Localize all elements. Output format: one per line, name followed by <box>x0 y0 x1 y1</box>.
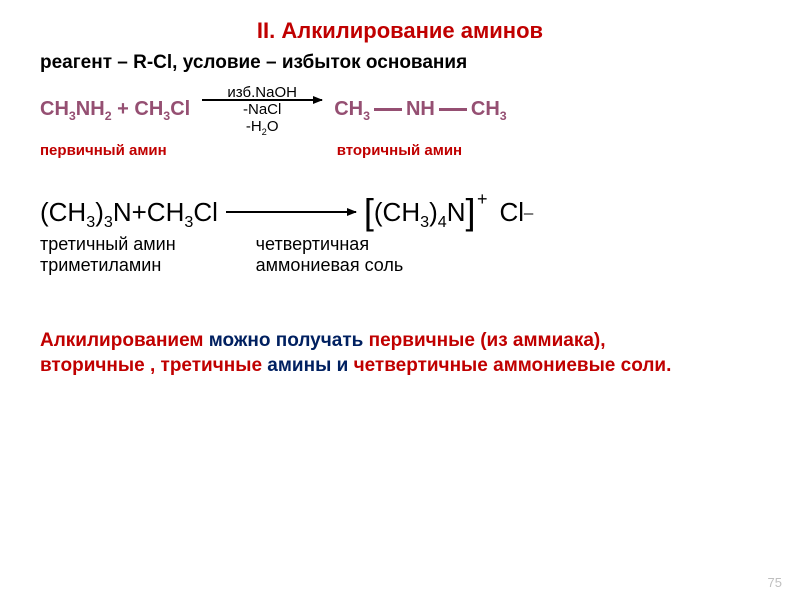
reaction-2-lhs: (CH3)3N+CH3Cl <box>40 197 218 228</box>
s: 3 <box>420 213 429 231</box>
page-number: 75 <box>768 575 782 590</box>
bond <box>439 108 467 111</box>
reaction-2-counterion: Cl_ <box>500 197 534 228</box>
txt: NH <box>406 98 435 121</box>
cond-bottom: -NaCl -H2O <box>243 101 281 136</box>
line: четвертичная <box>256 234 404 255</box>
txt: -H <box>246 118 262 135</box>
t: Cl <box>193 197 218 227</box>
t: (CH <box>374 197 420 227</box>
txt: CH3 <box>471 98 507 121</box>
bond <box>374 108 402 111</box>
bracket-left: [ <box>364 203 374 221</box>
hl: вторичные , третичные <box>40 355 262 376</box>
reaction-1-arrow: изб.NaOH -NaCl -H2O <box>202 84 322 136</box>
s: 3 <box>104 213 113 231</box>
label-tertiary-amine: третичный амин триметиламин <box>40 234 176 276</box>
label-quaternary-salt: четвертичная аммониевая соль <box>256 234 404 276</box>
txt: Cl <box>170 98 190 120</box>
slide-subtitle: реагент – R-Cl, условие – избыток основа… <box>40 52 760 74</box>
s: 4 <box>438 213 447 231</box>
t: ) <box>429 197 438 227</box>
t: N <box>447 197 466 227</box>
t: (CH <box>40 197 86 227</box>
bracket-content: (CH3)4N <box>374 197 466 228</box>
sub: 3 <box>500 109 507 123</box>
slide-title: II. Алкилирование аминов <box>40 18 760 44</box>
reaction-2: (CH3)3N+CH3Cl [ (CH3)4N ] + Cl_ <box>40 197 760 228</box>
txt: NH <box>76 98 105 120</box>
txt: -NaCl <box>243 101 281 118</box>
sub: 2 <box>105 109 112 123</box>
txt: + CH <box>112 98 164 120</box>
line: аммониевая соль <box>256 255 404 276</box>
hl: четвертичные аммониевые соли. <box>354 355 672 376</box>
s: 3 <box>184 213 193 231</box>
sub: 3 <box>69 109 76 123</box>
arrow-line <box>202 99 322 101</box>
reaction-1: CH3NH2 + CH3Cl изб.NaOH -NaCl -H2O CH3 N… <box>40 84 760 136</box>
reaction-2-arrow <box>226 211 356 213</box>
slide: II. Алкилирование аминов реагент – R-Cl,… <box>0 0 800 600</box>
sub: 3 <box>363 109 370 123</box>
line: третичный амин <box>40 234 176 255</box>
conclusion-text: Алкилированием можно получать первичные … <box>40 328 760 379</box>
s: 3 <box>86 213 95 231</box>
t: N+CH <box>113 197 185 227</box>
t: Cl <box>500 197 525 227</box>
reaction-2-rhs-bracket: [ (CH3)4N ] + <box>364 197 476 228</box>
txt: O <box>267 118 279 135</box>
spacer <box>167 142 337 159</box>
t: CH <box>471 98 500 120</box>
txt: CH3 <box>334 98 370 121</box>
txt: CH <box>40 98 69 120</box>
hl: Алкилированием <box>40 330 203 351</box>
reaction-2-labels: третичный амин триметиламин четвертичная… <box>40 234 760 276</box>
t: CH <box>334 98 363 120</box>
bracket-charge: + <box>477 189 488 210</box>
hl: первичные (из аммиака), <box>369 330 606 351</box>
bracket-right: ] <box>466 203 476 221</box>
arrow-line <box>226 211 356 213</box>
reaction-1-labels: первичный амин вторичный амин <box>40 142 760 159</box>
label-secondary-amine: вторичный амин <box>337 142 462 159</box>
txt: можно получать <box>203 330 368 351</box>
label-primary-amine: первичный амин <box>40 142 167 159</box>
txt: амины и <box>262 355 354 376</box>
reaction-1-rhs: CH3 NH CH3 <box>334 98 506 121</box>
s: _ <box>524 197 533 215</box>
reaction-1-lhs: CH3NH2 + CH3Cl <box>40 98 190 121</box>
t: ) <box>95 197 104 227</box>
line: триметиламин <box>40 255 176 276</box>
